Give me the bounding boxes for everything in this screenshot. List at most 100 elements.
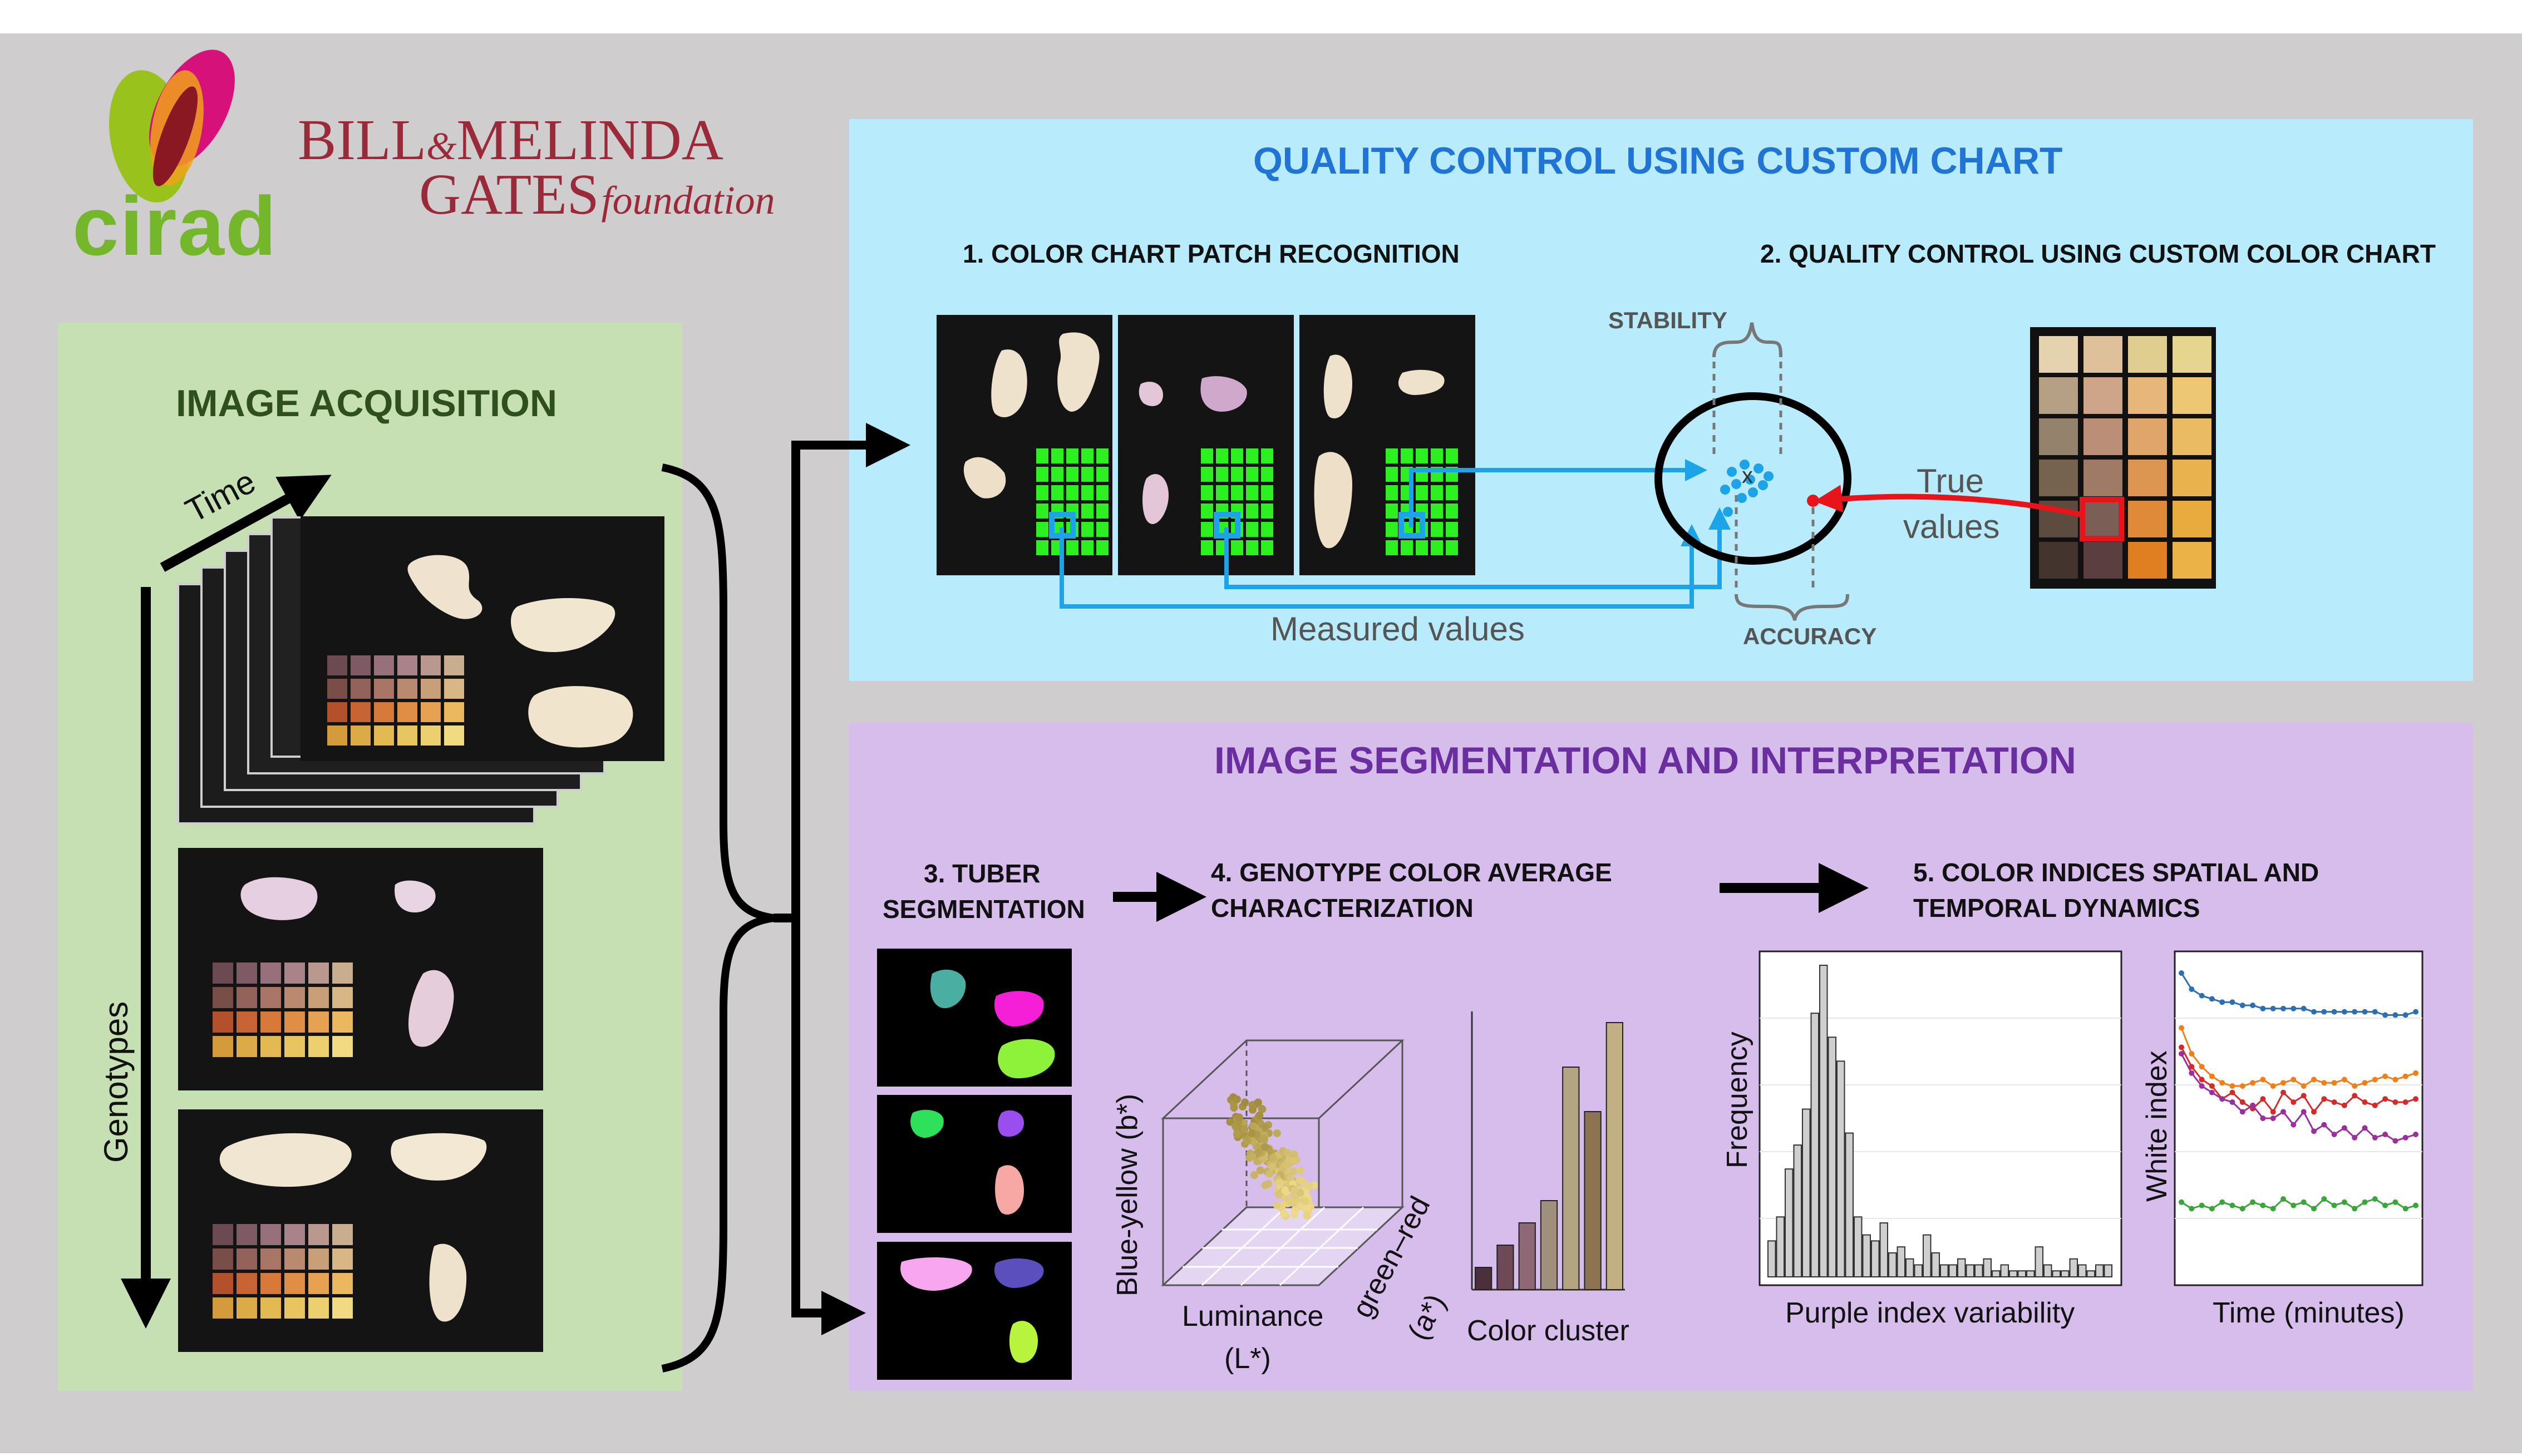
custom-chart-patch <box>2083 418 2122 455</box>
color-cluster-label: Color cluster <box>1467 1315 1629 1347</box>
color-cluster-chart <box>1471 1011 1625 1291</box>
chart-patch <box>213 1297 233 1319</box>
chart-patch <box>284 963 305 984</box>
chart-patch <box>308 1248 329 1270</box>
green-patch <box>1081 448 1093 463</box>
cirad-logo-text: cirad <box>72 179 278 273</box>
chart-patch <box>237 1273 257 1294</box>
line-point <box>2321 1122 2327 1128</box>
green-patch <box>1036 522 1048 537</box>
line-point <box>2229 1089 2235 1095</box>
lab-point <box>1274 1190 1283 1198</box>
line-point <box>2260 1202 2266 1208</box>
line-point <box>2179 1044 2184 1050</box>
lab-point <box>1256 1166 1264 1174</box>
line-point <box>2250 1199 2256 1205</box>
lab-point <box>1273 1201 1281 1210</box>
line-point <box>2413 1009 2418 1015</box>
line-point <box>2260 1077 2266 1083</box>
chart-patch <box>284 1273 305 1294</box>
lab-3d-points <box>1226 1093 1318 1220</box>
green-patch <box>1386 448 1398 463</box>
custom-chart-patch <box>2173 336 2211 373</box>
green-patch <box>1246 540 1258 555</box>
line-point <box>2229 1099 2235 1105</box>
line-point <box>2362 1099 2368 1105</box>
line-point <box>2280 1080 2286 1086</box>
hist-bar <box>1983 1258 1992 1278</box>
custom-chart-patch <box>2173 501 2211 537</box>
chart-patch <box>421 679 441 699</box>
green-patch <box>1431 504 1443 519</box>
hist-bar <box>1785 1168 1794 1277</box>
lab-point <box>1297 1202 1305 1211</box>
green-patch <box>1386 504 1398 519</box>
custom-chart-patch <box>2128 460 2167 496</box>
chart-patch <box>260 987 281 1008</box>
lab-point <box>1255 1112 1264 1119</box>
green-patch <box>1431 522 1443 537</box>
chart-patch <box>332 1036 353 1057</box>
green-patch <box>1051 485 1063 500</box>
gates-foundation: foundation <box>601 178 775 223</box>
line-point <box>2199 1077 2205 1083</box>
line-point <box>2280 1109 2286 1115</box>
measured-values-lines <box>1060 459 1731 609</box>
line-point <box>2362 1009 2368 1015</box>
line-point <box>2331 1080 2337 1086</box>
line-point <box>2372 1196 2378 1202</box>
line-point <box>2260 1096 2266 1102</box>
line-point <box>2301 1083 2307 1089</box>
green-patch <box>1386 540 1398 555</box>
luminance-label-2: (L*) <box>1224 1343 1271 1375</box>
chart-patch <box>444 725 464 746</box>
hist-bar <box>2017 1270 2026 1277</box>
lab-point <box>1296 1166 1304 1174</box>
line-point <box>2352 1134 2358 1141</box>
line-point <box>2209 1083 2215 1089</box>
gates-bill: BILL <box>298 108 427 172</box>
line-point <box>2270 1206 2276 1212</box>
hist-bar <box>1966 1264 1974 1277</box>
green-patch <box>1081 485 1093 500</box>
white-index-label: White index <box>2141 1050 2173 1202</box>
chart-patch <box>260 1011 281 1033</box>
chart-patch <box>351 679 371 699</box>
chart-patch <box>351 725 371 746</box>
green-patch <box>1216 467 1228 482</box>
green-patch <box>1231 467 1243 482</box>
cluster-bar <box>1518 1222 1536 1290</box>
green-patch <box>1201 467 1213 482</box>
green-patch <box>1431 485 1443 500</box>
green-patch <box>1246 467 1258 482</box>
line-point <box>2189 1051 2195 1057</box>
line-point <box>2372 1009 2378 1015</box>
line-point <box>2413 1096 2418 1102</box>
lab-point <box>1273 1129 1281 1137</box>
line-point <box>2270 1109 2276 1115</box>
genotypes-label: Genotypes <box>97 1001 135 1163</box>
chart-patch <box>284 987 305 1008</box>
green-patch <box>1401 540 1413 555</box>
true-values-label-2: values <box>1903 508 2000 545</box>
line-point <box>2311 1128 2317 1134</box>
green-patch <box>1261 448 1273 463</box>
line-point <box>2341 1102 2347 1108</box>
hist-bar <box>1940 1264 1949 1277</box>
line-point <box>2321 1096 2327 1102</box>
green-patch <box>1261 504 1273 519</box>
line-point <box>2362 1199 2368 1205</box>
green-patch <box>1216 448 1228 463</box>
green-patch <box>1246 485 1258 500</box>
green-patch <box>1201 540 1213 555</box>
green-patch <box>1416 540 1428 555</box>
cluster-bar <box>1475 1267 1492 1290</box>
chart-patch <box>284 1224 305 1245</box>
custom-chart-patch <box>2083 336 2122 373</box>
step3-label-2: SEGMENTATION <box>883 895 1085 924</box>
lab-point <box>1249 1122 1258 1131</box>
line-point <box>2362 1080 2368 1086</box>
line-point <box>2199 1202 2205 1208</box>
green-patch <box>1066 467 1078 482</box>
line-point <box>2362 1125 2368 1131</box>
